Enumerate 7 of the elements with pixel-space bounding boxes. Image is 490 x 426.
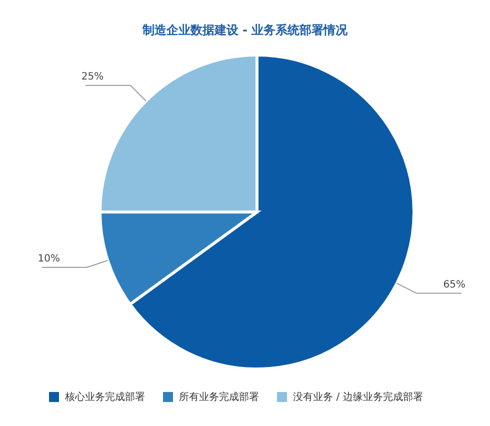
data-label: 65% bbox=[443, 279, 466, 290]
data-label: 25% bbox=[81, 71, 104, 82]
legend-label: 核心业务完成部署 bbox=[64, 390, 146, 404]
data-label: 10% bbox=[38, 253, 60, 264]
chart-title: 制造企业数据建设 - 业务系统部署情况 bbox=[141, 22, 349, 39]
legend-label: 没有业务 / 边缘业务完成部署 bbox=[292, 390, 423, 404]
legend-label: 所有业务完成部署 bbox=[178, 390, 260, 404]
